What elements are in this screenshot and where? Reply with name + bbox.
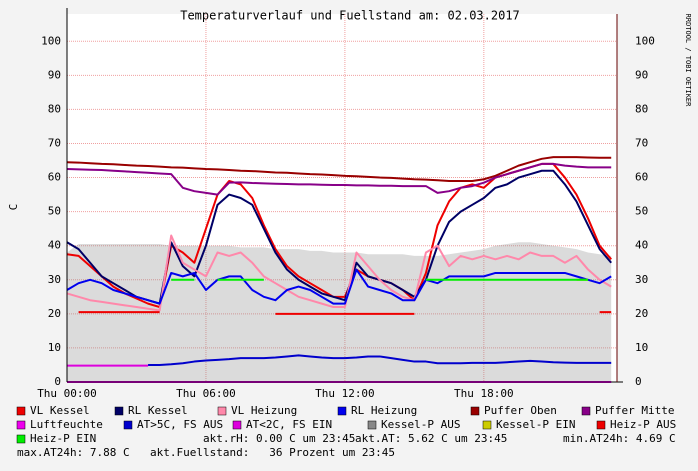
y2-tick-label: 30 [635,273,648,286]
legend-label: AT<2C, FS EIN [246,418,332,431]
y-tick-label: 30 [48,273,61,286]
series-line [66,162,612,196]
legend-swatch [114,406,124,416]
legend-swatch [367,420,377,430]
legend-label: Kessel-P EIN [496,418,575,431]
x-tick-label: Thu 12:00 [315,387,375,400]
y-tick-label: 10 [48,341,61,354]
legend-swatch [337,406,347,416]
legend-label: Puffer Mitte [595,404,674,417]
y-tick-label: 20 [48,307,61,320]
y-tick-label: 80 [48,102,61,115]
y2-tick-label: 90 [635,68,648,81]
series-line [66,268,612,305]
legend-swatch [232,420,242,430]
watermark: RRDTOOL / TOBI OETIKER [684,14,692,108]
chart-title: Temperaturverlauf und Fuellstand am: 02.… [180,9,520,23]
legend-swatch [482,420,492,430]
y2-tick-label: 70 [635,136,648,149]
x-tick-label: Thu 18:00 [454,387,514,400]
series-line [78,311,612,315]
legend-swatch [470,406,480,416]
legend-label: VL Heizung [231,404,297,417]
series-line [66,156,612,182]
y-tick-label: 70 [48,136,61,149]
stat-text: akt.rH: 0.00 C um 23:45 [203,432,355,445]
x-tick-label: Thu 00:00 [37,387,97,400]
legend-swatch [217,406,227,416]
y-tick-label: 60 [48,171,61,184]
legend-swatch [16,420,26,430]
y-tick-label: 100 [41,34,61,47]
stat-text: max.AT24h: 7.88 C [17,446,130,459]
y2-tick-label: 100 [635,34,655,47]
y2-tick-label: 10 [635,341,648,354]
legend-label: Heiz-P AUS [610,418,676,431]
legend-swatch [16,406,26,416]
y-tick-label: 40 [48,239,61,252]
legend-label: AT>5C, FS AUS [137,418,223,431]
legend-label: RL Kessel [128,404,188,417]
y2-tick-label: 60 [635,171,648,184]
legend-label: Heiz-P EIN [30,432,96,445]
y-axis-label: C [7,204,20,211]
legend-swatch [123,420,133,430]
legend-swatch [596,420,606,430]
y2-tick-label: 0 [635,375,642,388]
legend-swatch [16,434,26,444]
legend-swatch [581,406,591,416]
legend-label: Luftfeuchte [30,418,103,431]
series-line [148,354,612,366]
y2-tick-label: 20 [635,307,648,320]
y-tick-label: 0 [54,375,61,388]
stat-text: akt.Fuellstand: 36 Prozent um 23:45 [150,446,395,459]
y-tick-label: 50 [48,205,61,218]
series-line [66,234,612,312]
x-tick-label: Thu 06:00 [176,387,236,400]
stat-text: akt.AT: 5.62 C um 23:45 [355,432,507,445]
y2-tick-label: 40 [635,239,648,252]
y2-tick-label: 50 [635,205,648,218]
legend-label: Puffer Oben [484,404,557,417]
y2-tick-label: 80 [635,102,648,115]
y-tick-label: 90 [48,68,61,81]
legend-label: Kessel-P AUS [381,418,460,431]
legend-label: RL Heizung [351,404,417,417]
legend-label: VL Kessel [30,404,90,417]
stat-text: min.AT24h: 4.69 C [563,432,676,445]
